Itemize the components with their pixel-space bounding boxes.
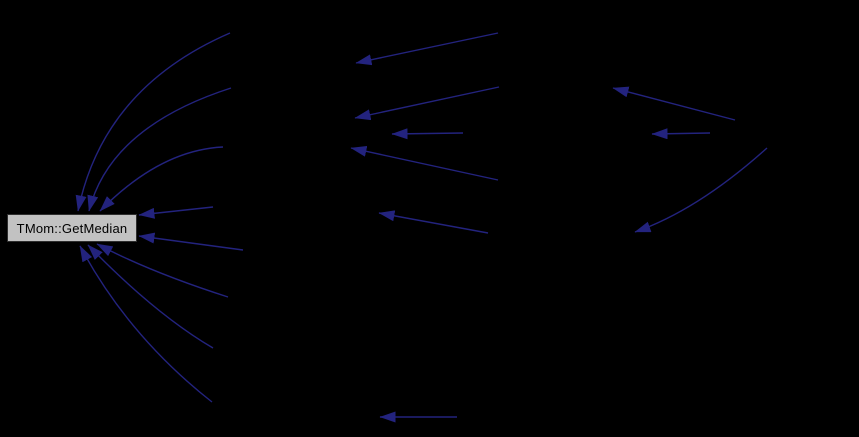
- edge-level2-3: [391, 128, 464, 140]
- edge-caller-bottom-3: [79, 245, 213, 403]
- edge-caller-top-1: [75, 32, 231, 212]
- edge-level2-1: [355, 32, 499, 66]
- edge-caller-top-2: [87, 87, 232, 212]
- edge-caller-bottom-2: [87, 244, 214, 349]
- edges-group: [75, 32, 768, 423]
- graph-node-label: TMom::GetMedian: [16, 220, 128, 236]
- edge-caller-bottom-1: [96, 243, 229, 298]
- edge-level3-3: [634, 147, 768, 233]
- edge-level3-2: [651, 128, 711, 140]
- edge-caller-right-1: [138, 206, 214, 219]
- edge-level2-5: [378, 210, 489, 234]
- edge-caller-right-2: [138, 232, 244, 251]
- graph-node-tmom-getmedian[interactable]: TMom::GetMedian: [7, 214, 137, 242]
- edge-level2-2: [354, 86, 500, 121]
- edge-caller-top-3: [99, 146, 224, 212]
- edge-level2-4: [350, 145, 499, 181]
- edge-level3-1: [612, 86, 736, 121]
